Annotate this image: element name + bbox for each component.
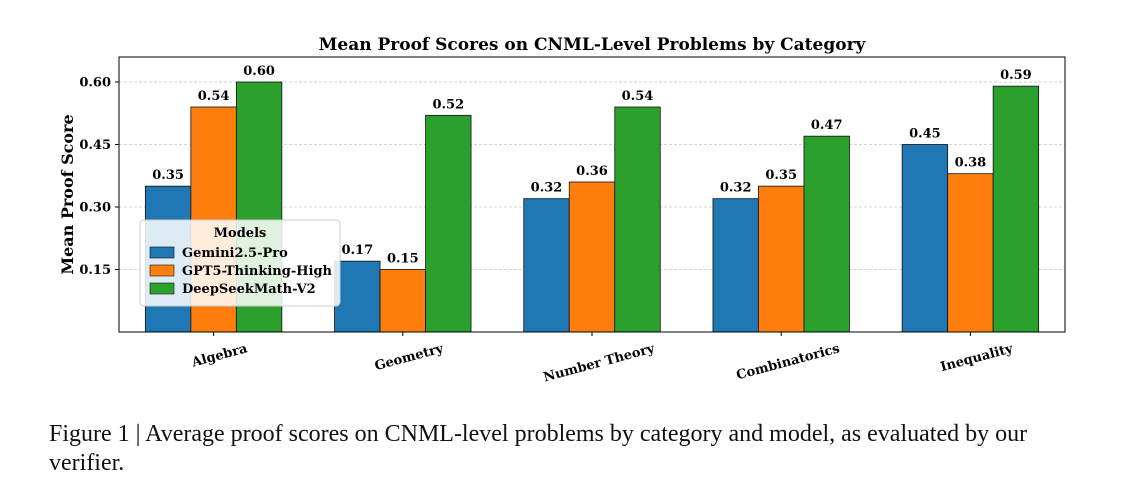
y-tick-label: 0.30 xyxy=(79,201,111,216)
data-label: 0.35 xyxy=(152,168,184,183)
legend-swatch xyxy=(149,264,175,277)
bar-deepseekmath-v2-number-theory xyxy=(614,106,661,333)
legend-label: DeepSeekMath-V2 xyxy=(182,282,316,297)
bar-deepseekmath-v2-combinatorics xyxy=(803,135,850,333)
bar-gpt5-thinking-high-inequality xyxy=(947,173,994,333)
y-tick-label: 0.15 xyxy=(79,263,111,278)
data-label: 0.45 xyxy=(909,127,941,142)
x-tick-label: Combinatorics xyxy=(735,341,842,383)
legend-swatch xyxy=(149,246,175,259)
data-label: 0.17 xyxy=(341,243,373,258)
bar-deepseekmath-v2-inequality xyxy=(992,85,1040,333)
bar-gemini2-5-pro-number-theory xyxy=(523,198,570,333)
data-label: 0.52 xyxy=(432,97,464,112)
data-label: 0.60 xyxy=(243,64,275,79)
data-label: 0.32 xyxy=(720,181,752,196)
data-label: 0.35 xyxy=(765,168,797,183)
bar-gpt5-thinking-high-combinatorics xyxy=(758,185,805,333)
x-tick-label: Algebra xyxy=(189,341,249,371)
data-label: 0.59 xyxy=(1000,68,1032,83)
data-label: 0.38 xyxy=(955,156,987,171)
legend: Models Gemini2.5-Pro GPT5-Thinking-High De… xyxy=(139,219,341,307)
data-label: 0.47 xyxy=(811,118,843,133)
y-tick-label: 0.60 xyxy=(79,76,111,91)
bar-gemini2-5-pro-inequality xyxy=(901,144,949,333)
data-label: 0.36 xyxy=(576,164,608,179)
data-label: 0.32 xyxy=(531,181,563,196)
bar-deepseekmath-v2-geometry xyxy=(425,114,472,333)
legend-box xyxy=(139,219,341,307)
bar-gemini2-5-pro-combinatorics xyxy=(712,198,759,333)
bar-gemini2-5-pro-geometry xyxy=(334,260,381,333)
y-tick-label: 0.45 xyxy=(79,138,111,153)
legend-title: Models xyxy=(214,226,267,241)
data-label: 0.54 xyxy=(622,89,654,104)
data-label: 0.54 xyxy=(198,89,230,104)
x-tick-label: Inequality xyxy=(939,341,1015,375)
data-labels: 0.35 0.54 0.60 0.17 0.15 0.52 0.32 0.36 0.54 0.32… xyxy=(152,64,1031,267)
legend-label: Gemini2.5-Pro xyxy=(182,246,288,261)
figure-caption: Figure 1 | Average proof scores on CNML-… xyxy=(49,421,1028,476)
x-axis: Algebra Geometry Number Theory Combinatoric… xyxy=(189,332,1015,385)
bar-gpt5-thinking-high-number-theory xyxy=(568,181,616,333)
legend-label: GPT5-Thinking-High xyxy=(182,264,333,279)
x-tick-label: Geometry xyxy=(373,341,445,374)
legend-swatch xyxy=(149,282,175,295)
x-tick-label: Number Theory xyxy=(542,341,657,385)
y-axis-label: Mean Proof Score xyxy=(58,114,77,274)
bar-chart: Mean Proof Scores on CNML-Level Problems… xyxy=(58,35,1066,385)
bar-gpt5-thinking-high-geometry xyxy=(379,269,426,333)
chart-title: Mean Proof Scores on CNML-Level Problems… xyxy=(319,35,867,55)
y-axis: 0.15 0.30 0.45 0.60 xyxy=(79,76,119,278)
data-label: 0.15 xyxy=(387,252,419,267)
